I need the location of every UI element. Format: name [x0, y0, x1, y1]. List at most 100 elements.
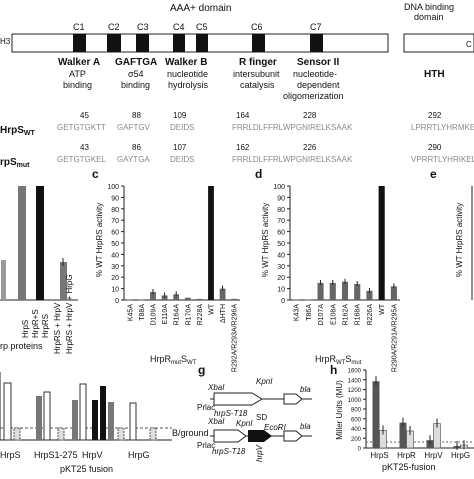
panel-b-cat-3: HrpRS — [41, 314, 50, 338]
motif-gaftga-desc1: σ54 — [128, 69, 144, 79]
h-tick-label-2: 400 — [351, 427, 362, 433]
box-c6 — [252, 34, 265, 52]
d-bar-r168a — [354, 284, 361, 300]
mut-pos-6: 290 — [428, 143, 442, 152]
g-hrps-t18-arrow-1 — [213, 392, 263, 406]
panel-d: d % WT HrpRS activity 0 10 20 30 40 50 60 70 80 9… — [255, 167, 400, 372]
box-c4 — [173, 34, 185, 52]
panel-f-cat-1: HrpS — [0, 450, 21, 460]
panel-b-bar-1 — [1, 260, 6, 300]
panel-b-bar-2 — [18, 186, 26, 300]
panel-c-label: c — [92, 167, 99, 181]
c-cat-7: WT — [209, 303, 216, 315]
wt-seq-6: LPRRTLYHRMKEL — [411, 123, 474, 132]
panel-h-xlabel: pKT25-fusion — [382, 462, 436, 472]
panel-e-partial: e % WT HrpRS activity — [430, 167, 473, 300]
h-tick-label-5: 1000 — [348, 398, 362, 404]
h-bar-hrpr-s0 — [399, 422, 407, 448]
dbd-title-1: DNA binding — [404, 2, 454, 12]
wt-seq-3: DEIDS — [170, 123, 194, 132]
panel-h-y-ticks: 0 200 400 600 800 1000 1200 1400 1600 — [348, 369, 366, 453]
g-ecori: EcoRI — [264, 423, 287, 432]
d-tick-label-2: 20 — [277, 275, 285, 282]
d-bar-e108a — [329, 282, 336, 300]
h-cat-hrpv: HrpV — [424, 451, 443, 460]
panel-f-cat-4: HrpG — [128, 450, 150, 460]
panel-g-label: g — [198, 363, 205, 377]
box-c4-label: C4 — [173, 22, 185, 32]
box-c6-label: C6 — [251, 22, 263, 32]
mut-seq-3: DEIDS — [170, 155, 194, 164]
c-bar-e110a — [161, 295, 168, 300]
panel-b-bar-3 — [36, 186, 44, 300]
c-cat-1: T88A — [139, 304, 146, 321]
h-tick-label-8: 1600 — [348, 369, 362, 375]
d-tick-label-1: 10 — [277, 287, 285, 294]
d-tick-label-9: 90 — [277, 195, 285, 202]
hrps-wt-label: HrpSWT — [0, 125, 36, 137]
g-bla-1: bla — [300, 385, 311, 394]
motif-sensor-ii-desc3: oligomerization — [283, 91, 344, 101]
c-terminus: C — [466, 40, 472, 49]
motif-hth: HTH — [424, 69, 445, 80]
panel-c-xlabel: HrpRmutSWT — [150, 354, 197, 366]
dbd-bar — [403, 33, 474, 53]
c-cat-8: ΔHTH — [220, 304, 227, 323]
box-c3 — [136, 34, 149, 52]
h-bar-hrps-s0 — [372, 381, 380, 448]
c-tick-label-5: 50 — [111, 241, 119, 248]
d-tick-label-6: 60 — [277, 230, 285, 237]
g-bla-2: bla — [300, 422, 311, 431]
c-cat-3: E110A — [162, 304, 169, 325]
motif-walker-a-desc2: binding — [63, 80, 92, 90]
mut-seq-6: VPRRTLYHRIKEL — [411, 155, 474, 164]
panel-b-partial: HrpS HrpR+S HrpRS HrpRS + HrpV HrpRS + H… — [0, 186, 78, 354]
h-tick-label-4: 800 — [351, 408, 362, 414]
panel-h-label: h — [330, 363, 337, 377]
d-tick-label-0: 0 — [281, 298, 285, 305]
g-bla-arrow-2 — [283, 430, 303, 442]
motif-walker-a: Walker A — [58, 57, 100, 68]
c-tick-label-10: 100 — [107, 184, 119, 191]
panel-h: h Miller Units (MU) 0 200 400 600 800 1000 120… — [330, 363, 474, 472]
motif-walker-b: Walker B — [165, 57, 207, 68]
c-tick-label-7: 70 — [111, 218, 119, 225]
panel-b-cat-5: HrpRS + HrpV + HrpG — [65, 274, 74, 354]
d-tick-label-8: 80 — [277, 207, 285, 214]
c-cat-0: K45A — [127, 304, 134, 321]
panel-c-categories: K45A T88A D109A E110A R164A R170A R228A WT ΔHTH R… — [127, 303, 238, 372]
panel-f-xlabel: pKT25 fusion — [60, 464, 113, 474]
d-cat-8: R290A/R291A/R295A — [391, 304, 398, 372]
d-bar-k43a — [293, 299, 300, 301]
d-tick-label-4: 40 — [277, 252, 285, 259]
d-cat-2: D107A — [318, 304, 325, 326]
motif-r-finger-desc1: intersubunit — [233, 69, 280, 79]
domain-map: AAA+ domain DNA binding domain H3 C C1 C… — [0, 2, 474, 101]
aaa-domain-title: AAA+ domain — [170, 3, 231, 14]
c-cat-4: R164A — [174, 304, 181, 326]
h-tick-label-1: 200 — [351, 437, 362, 443]
mut-seq-4: FRRLDLFFRL — [232, 155, 284, 164]
motif-walker-a-desc1: ATP — [69, 69, 86, 79]
panel-f-bground: B/ground — [172, 428, 209, 438]
g-xbal-1: XbaI — [207, 383, 225, 392]
g-prlac-2: Prlac — [197, 441, 215, 450]
panel-h-ylabel: Miller Units (MU) — [335, 380, 344, 440]
c-cat-2: D109A — [151, 304, 158, 326]
panel-h-bars — [372, 376, 468, 451]
panel-f-cat-3: HrpV — [82, 450, 103, 460]
d-bar-t86a — [305, 299, 312, 301]
c-tick-label-3: 30 — [111, 264, 119, 271]
panel-b-bar-4 — [60, 262, 67, 300]
mut-seq-1: GETGTGKEL — [57, 155, 106, 164]
g-hrps-t18-arrow-2 — [213, 429, 247, 443]
d-bar-r226a — [366, 290, 373, 300]
d-tick-label-10: 100 — [273, 184, 285, 191]
panel-c-y-ticks: 0 10 20 30 40 50 60 70 80 90 100 — [107, 184, 124, 305]
wt-seq-1: GETGTGKTT — [57, 123, 106, 132]
c-bar-r228a — [196, 298, 203, 300]
box-c7-label: C7 — [310, 22, 322, 32]
panel-g: g XbaI KpnI bla Prlac hrpS-T18 XbaI KpnI… — [197, 363, 312, 462]
h-tick-label-6: 1200 — [348, 388, 362, 394]
wt-pos-3: 109 — [173, 111, 187, 120]
